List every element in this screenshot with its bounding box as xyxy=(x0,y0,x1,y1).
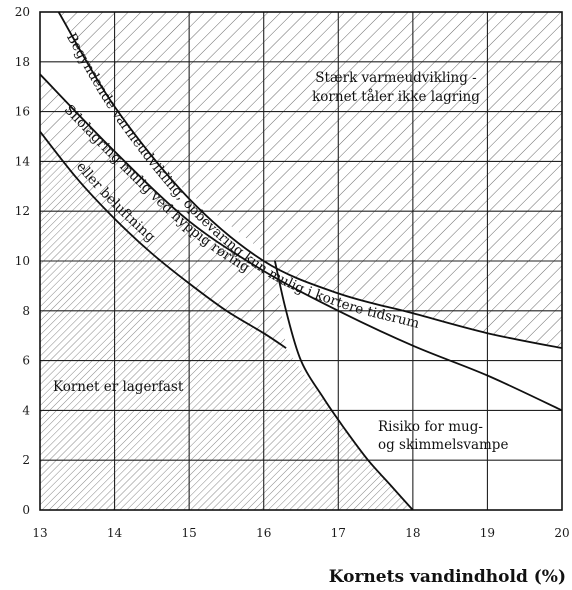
y-tick-label: 4 xyxy=(22,403,30,417)
curves xyxy=(40,12,562,510)
y-tick-label: 10 xyxy=(15,254,30,268)
curve-mold xyxy=(274,260,414,510)
x-tick-label: 20 xyxy=(554,526,569,540)
y-tick-label: 12 xyxy=(15,204,30,218)
curve-silo xyxy=(40,73,562,412)
curve-storable xyxy=(40,130,287,349)
region-strong-heat xyxy=(40,12,562,349)
hatched-regions xyxy=(40,12,562,510)
x-tick-label: 19 xyxy=(480,526,495,540)
label-mold-line2: og skimmelsvampe xyxy=(378,437,508,453)
label-strong-heat: Stærk varmeudvikling - xyxy=(315,70,477,86)
x-tick-label: 17 xyxy=(331,526,346,540)
x-tick-label: 14 xyxy=(107,526,123,540)
y-tick-label: 8 xyxy=(22,304,30,318)
y-tick-label: 0 xyxy=(22,503,30,517)
x-tick-label: 16 xyxy=(256,526,271,540)
x-tick-label: 15 xyxy=(182,526,197,540)
plot-frame xyxy=(39,11,563,511)
curve-beginning-heat xyxy=(57,12,562,349)
x-tick-label: 18 xyxy=(405,526,420,540)
y-tick-label: 6 xyxy=(22,354,30,368)
x-axis-ticks: 13 14 15 16 17 18 19 20 xyxy=(32,526,569,540)
y-tick-label: 16 xyxy=(15,105,30,119)
y-tick-label: 14 xyxy=(15,154,31,168)
y-tick-label: 18 xyxy=(15,55,30,69)
label-strong-heat-line2: kornet tåler ikke lagring xyxy=(312,89,480,105)
y-axis-ticks: 0 2 4 6 8 10 12 14 16 18 20 xyxy=(15,5,31,517)
label-storable: Kornet er lagerfast xyxy=(53,379,184,395)
region-storable xyxy=(40,131,413,510)
x-axis-label: Kornets vandindhold (%) xyxy=(329,567,566,587)
y-tick-label: 20 xyxy=(15,5,30,19)
y-tick-label: 2 xyxy=(22,453,30,467)
label-mold: Risiko for mug- xyxy=(378,419,483,435)
x-tick-label: 13 xyxy=(32,526,47,540)
band-beginning-heat xyxy=(40,12,562,411)
